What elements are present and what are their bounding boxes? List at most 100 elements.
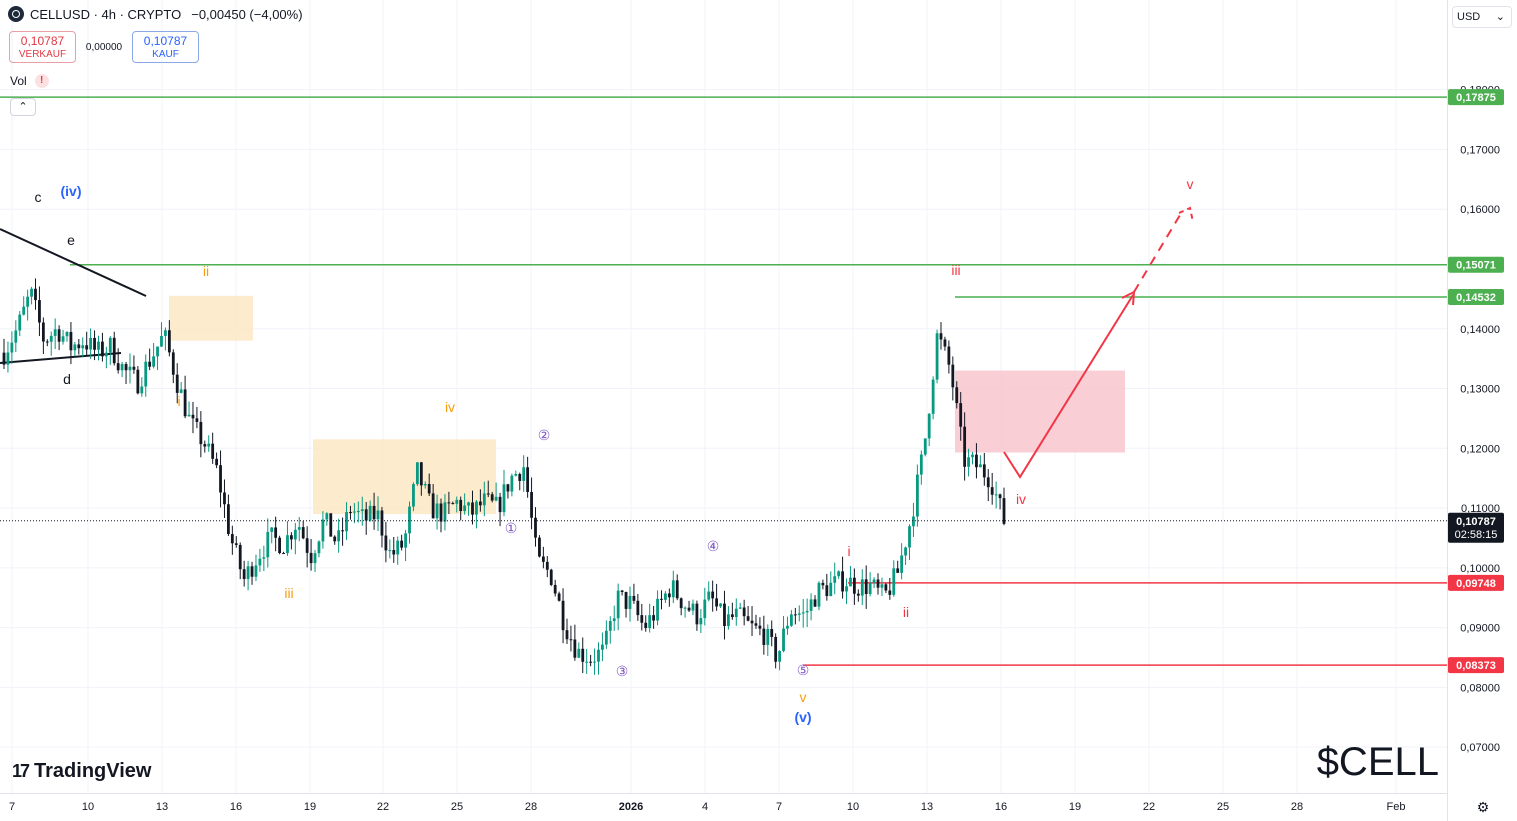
candle-body [935,333,939,380]
candle-body [144,361,148,387]
candle-body [719,603,722,607]
volume-indicator[interactable]: Vol ! [10,74,49,88]
candle-body [262,557,266,559]
candle-body [148,361,152,367]
candle-body [518,474,522,481]
candle-body [687,607,691,611]
zone-iv [313,439,496,515]
candle-body [85,345,89,350]
candle-body [750,620,754,624]
x-tick-label: 19 [304,801,316,813]
symbol-title[interactable]: CELLUSD · 4h · CRYPTO [30,6,182,22]
candle-body [782,628,785,652]
candle-body [376,510,380,520]
candle-body [199,421,203,445]
candle-body [707,591,711,600]
candle-body [679,598,683,609]
candle-body [250,566,254,577]
candle-body [97,341,100,350]
candle-body [876,579,880,588]
collapse-legend-button[interactable]: ⌃ [10,98,36,116]
candle-body [203,444,207,447]
buy-button[interactable]: 0,10787 KAUF [132,31,199,63]
candle-body [628,595,632,609]
candle-body [526,467,530,492]
candle-body [104,352,108,357]
wave-label: (v) [794,709,811,725]
candle-body [573,639,577,658]
candle-body [734,608,738,618]
candle-body [809,599,813,611]
level-tag-label: 0,14532 [1456,292,1496,304]
candle-body [372,505,376,520]
candle-body [195,418,199,422]
currency-value: USD [1457,11,1481,23]
candle-body [522,467,526,481]
candle-body [447,502,451,504]
candle-body [352,511,356,513]
level-tag [1448,657,1504,674]
projection-dashed-head [1178,206,1194,223]
candle-body [612,618,616,622]
candle-body [927,413,931,439]
candle-body [482,493,486,506]
sell-label: VERKAUF [18,49,67,60]
candle-body [297,527,301,530]
x-tick-label: 10 [82,801,94,813]
candle-body [884,584,888,591]
candle-body [675,580,679,599]
x-tick-label: 16 [995,801,1007,813]
candle-body [124,364,128,371]
candle-body [167,330,171,353]
candle-body [955,387,959,404]
candle-body [490,494,494,501]
candle-body [14,330,18,343]
candle-body [699,618,703,625]
x-tick-label: 22 [377,801,389,813]
wave-label: iii [284,585,293,601]
candle-body [852,577,856,594]
candle-body [337,530,341,542]
gear-icon[interactable]: ⚙ [1476,799,1490,815]
sell-button[interactable]: 0,10787 VERKAUF [9,31,76,63]
candle-body [89,337,93,350]
candle-body [2,352,6,365]
candle-body [951,364,955,388]
candle-body [880,584,884,588]
candle-body [451,503,455,505]
candle-body [502,484,506,513]
currency-select[interactable]: USD ⌄ [1452,6,1512,28]
candle-body [758,625,762,629]
candle-body [486,493,490,495]
candle-body [786,625,789,629]
level-tag-label: 0,08373 [1456,660,1496,672]
candle-body [604,630,608,645]
candle-body [738,607,742,609]
candle-body [994,494,998,496]
candle-body [156,346,159,357]
level-tag [1448,574,1504,591]
candle-body [561,600,565,631]
x-tick-label: 25 [1217,801,1229,813]
candle-body [120,364,124,371]
candle-body [975,454,978,468]
candle-body [270,527,274,532]
wave-label: iii [951,262,960,278]
candle-body [475,501,478,515]
candle-body [912,516,915,527]
candle-body [341,530,344,532]
candle-body [652,615,656,621]
sell-price: 0,10787 [20,34,65,48]
candle-body [730,614,734,618]
y-tick-label: 0,08000 [1460,682,1500,694]
candle-body [553,584,557,594]
candle-body [443,502,447,522]
x-tick-label: 7 [9,801,15,813]
candle-body [530,491,533,518]
candle-body [754,623,758,626]
projection-path [1003,294,1134,479]
candle-body [349,512,352,514]
candle-body [534,517,537,538]
warning-icon[interactable]: ! [34,74,49,88]
